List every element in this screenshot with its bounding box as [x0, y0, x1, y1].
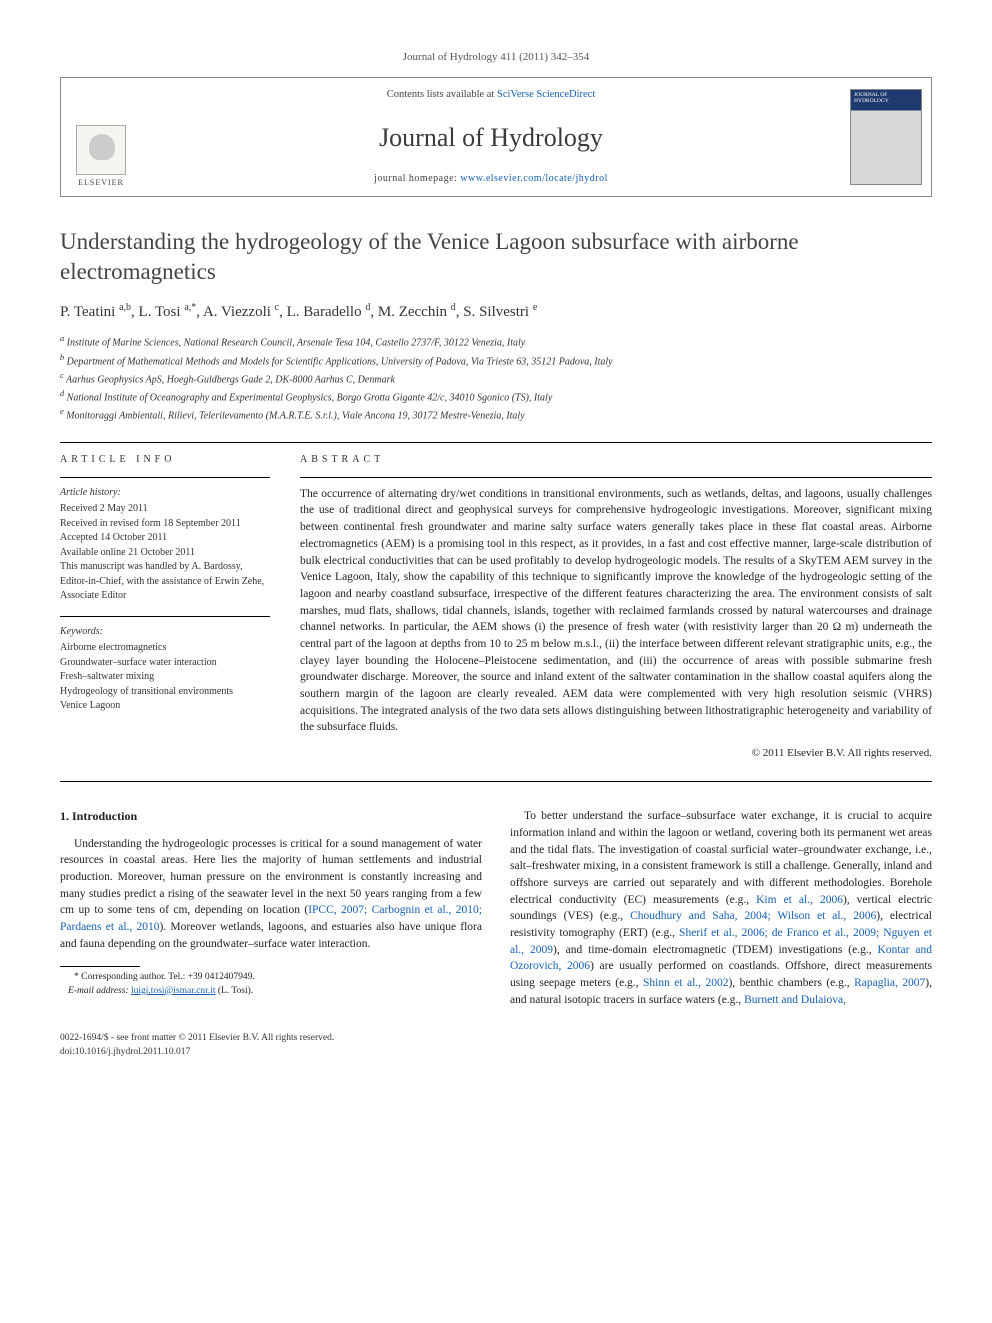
history-line: Received in revised form 18 September 20…	[60, 517, 270, 532]
sciencedirect-link[interactable]: SciVerse ScienceDirect	[497, 89, 595, 100]
corresponding-email-link[interactable]: luigi.tosi@ismar.cnr.it	[131, 986, 215, 996]
publisher-name: ELSEVIER	[78, 177, 124, 188]
keywords-label: Keywords:	[60, 625, 270, 640]
ref-kim-2006[interactable]: Kim et al., 2006	[756, 894, 843, 906]
journal-name: Journal of Hydrology	[149, 120, 833, 156]
footnote-corr: * Corresponding author. Tel.: +39 041240…	[60, 971, 482, 984]
abstract-heading: ABSTRACT	[300, 453, 932, 467]
author-list: P. Teatini a,b, L. Tosi a,*, A. Viezzoli…	[60, 301, 932, 323]
rule-above-body	[60, 781, 932, 782]
affiliation-line: a Institute of Marine Sciences, National…	[60, 333, 932, 350]
keyword-line: Hydrogeology of transitional environment…	[60, 685, 270, 700]
keyword-line: Venice Lagoon	[60, 699, 270, 714]
keyword-line: Fresh–saltwater mixing	[60, 670, 270, 685]
history-line: This manuscript was handled by A. Bardos…	[60, 560, 270, 604]
article-info-rule	[60, 477, 270, 478]
cover-title: JOURNAL OF HYDROLOGY	[854, 92, 918, 104]
section-1-heading: 1. Introduction	[60, 808, 482, 825]
journal-homepage-line: journal homepage: www.elsevier.com/locat…	[149, 172, 833, 186]
page-footer: 0022-1694/$ - see front matter © 2011 El…	[60, 1032, 932, 1059]
masthead: ELSEVIER Contents lists available at Sci…	[60, 77, 932, 197]
article-title: Understanding the hydrogeology of the Ve…	[60, 227, 932, 287]
ref-burnett-dulaiova[interactable]: Burnett and Dulaiova,	[744, 994, 846, 1006]
p2-t0: To better understand the surface–subsurf…	[510, 810, 932, 905]
abstract-column: ABSTRACT The occurrence of alternating d…	[300, 453, 932, 761]
abstract-copyright: © 2011 Elsevier B.V. All rights reserved…	[300, 746, 932, 761]
footer-doi: doi:10.1016/j.jhydrol.2011.10.017	[60, 1046, 932, 1059]
email-label: E-mail address:	[68, 986, 129, 996]
rule-above-meta	[60, 442, 932, 443]
footer-line-1: 0022-1694/$ - see front matter © 2011 El…	[60, 1032, 932, 1045]
history-line: Received 2 May 2011	[60, 502, 270, 517]
history-line: Available online 21 October 2011	[60, 546, 270, 561]
ref-choudhury-wilson[interactable]: Choudhury and Saha, 2004; Wilson et al.,…	[630, 910, 876, 922]
body-para-2: To better understand the surface–subsurf…	[510, 808, 932, 1008]
ref-shinn-2002[interactable]: Shinn et al., 2002	[643, 977, 728, 989]
keyword-line: Groundwater–surface water interaction	[60, 656, 270, 671]
article-history-block: Article history: Received 2 May 2011Rece…	[60, 486, 270, 604]
contents-prefix: Contents lists available at	[387, 89, 497, 100]
abstract-rule	[300, 477, 932, 478]
affiliations: a Institute of Marine Sciences, National…	[60, 333, 932, 424]
contents-line: Contents lists available at SciVerse Sci…	[149, 88, 833, 103]
keywords-block: Keywords: Airborne electromagneticsGroun…	[60, 625, 270, 714]
keyword-line: Airborne electromagnetics	[60, 641, 270, 656]
journal-homepage-link[interactable]: www.elsevier.com/locate/jhydrol	[460, 173, 608, 184]
affiliation-line: e Monitoraggi Ambientali, Rilievi, Teler…	[60, 406, 932, 423]
affiliation-line: d National Institute of Oceanography and…	[60, 388, 932, 405]
journal-cover-thumbnail: JOURNAL OF HYDROLOGY	[850, 89, 922, 185]
body-two-column: 1. Introduction Understanding the hydrog…	[60, 808, 932, 1008]
body-para-1: Understanding the hydrogeologic processe…	[60, 836, 482, 953]
history-line: Accepted 14 October 2011	[60, 531, 270, 546]
keywords-rule	[60, 616, 270, 617]
p2-t5: ), benthic chambers (e.g.,	[728, 977, 854, 989]
footnote-email-line: E-mail address: luigi.tosi@ismar.cnr.it …	[60, 985, 482, 998]
masthead-center: Contents lists available at SciVerse Sci…	[141, 78, 841, 196]
homepage-prefix: journal homepage:	[374, 173, 460, 184]
p2-t3: ), and time-domain electromagnetic (TDEM…	[553, 944, 878, 956]
article-info-heading: ARTICLE INFO	[60, 453, 270, 467]
elsevier-tree-icon	[76, 125, 126, 175]
corresponding-author-footnote: * Corresponding author. Tel.: +39 041240…	[60, 971, 482, 998]
history-label: Article history:	[60, 486, 270, 501]
cover-thumb-cell: JOURNAL OF HYDROLOGY	[841, 78, 931, 196]
affiliation-line: c Aarhus Geophysics ApS, Hoegh-Guldbergs…	[60, 370, 932, 387]
footnote-rule	[60, 966, 140, 967]
elsevier-logo: ELSEVIER	[71, 118, 131, 188]
affiliation-line: b Department of Mathematical Methods and…	[60, 352, 932, 369]
running-citation: Journal of Hydrology 411 (2011) 342–354	[60, 50, 932, 65]
publisher-logo-cell: ELSEVIER	[61, 78, 141, 196]
abstract-text: The occurrence of alternating dry/wet co…	[300, 486, 932, 736]
article-info-column: ARTICLE INFO Article history: Received 2…	[60, 453, 270, 761]
email-who: (L. Tosi).	[218, 986, 253, 996]
ref-rapaglia-2007[interactable]: Rapaglia, 2007	[854, 977, 925, 989]
